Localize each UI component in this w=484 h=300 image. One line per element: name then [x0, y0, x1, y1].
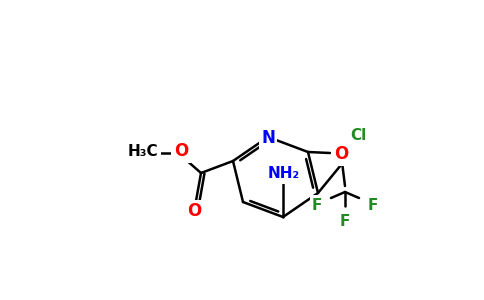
- Text: F: F: [312, 197, 322, 212]
- Text: O: O: [334, 145, 348, 163]
- Text: F: F: [368, 197, 378, 212]
- Text: F: F: [340, 214, 350, 229]
- Text: O: O: [174, 142, 188, 160]
- Text: NH₂: NH₂: [268, 167, 300, 182]
- Text: Cl: Cl: [350, 128, 366, 142]
- Text: N: N: [261, 129, 275, 147]
- Text: O: O: [187, 202, 201, 220]
- Text: H₃C: H₃C: [128, 143, 158, 158]
